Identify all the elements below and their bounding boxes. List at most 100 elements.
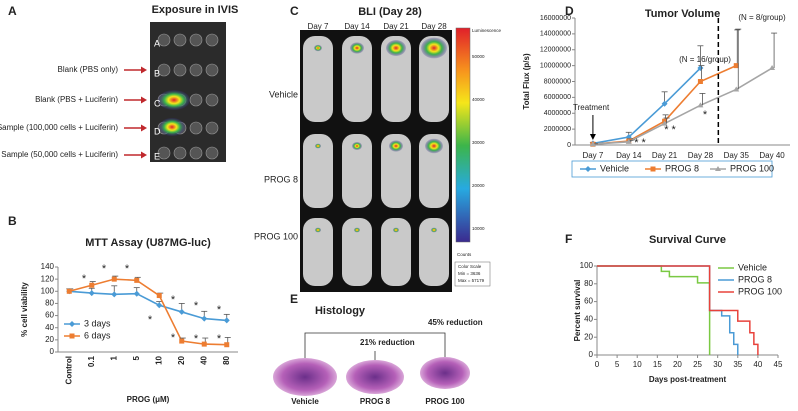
x-tick-label: 5 — [132, 355, 141, 360]
series-line — [69, 278, 227, 346]
marker — [89, 282, 95, 288]
plate-row: C — [154, 98, 161, 108]
x-tick-label: 10 — [154, 355, 163, 364]
chart-title: Survival Curve — [649, 234, 726, 246]
colorbar-tick: 40000 — [472, 97, 485, 102]
mouse — [419, 134, 449, 208]
y-tick-label: 40 — [45, 323, 54, 332]
mouse — [303, 218, 333, 286]
marker — [156, 302, 163, 309]
marker — [111, 276, 117, 282]
annotation: * — [82, 273, 87, 285]
annotation: 45% reduction — [428, 318, 483, 327]
marker — [224, 342, 230, 348]
x-tick-label: 0 — [595, 360, 600, 369]
legend-label: PROG 100 — [738, 286, 782, 296]
y-tick-label: 60 — [45, 311, 54, 320]
x-tick-label: 25 — [693, 360, 702, 369]
x-axis-label: Days post-treatment — [649, 375, 727, 384]
x-tick-label: 20 — [177, 355, 186, 364]
annotation: * — [703, 109, 708, 121]
marker — [585, 166, 591, 172]
y-tick-label: 2000000 — [544, 126, 571, 133]
marker — [589, 141, 596, 147]
row-label: Vehicle — [269, 89, 298, 99]
x-tick-label: 45 — [774, 360, 783, 369]
row-label: PROG 100 — [254, 231, 298, 241]
signal — [315, 227, 321, 233]
arrow-head — [141, 151, 147, 159]
marker — [156, 293, 162, 299]
marker — [66, 288, 72, 294]
panel-label: D — [565, 4, 574, 18]
y-tick-label: 8000000 — [544, 78, 571, 85]
scale-note: Min = 3636 — [458, 271, 481, 276]
annotation: * — [194, 300, 199, 312]
y-tick-label: 0 — [589, 350, 594, 359]
x-tick-label: Day 7 — [582, 151, 603, 160]
x-axis-label: PROG (μM) — [127, 395, 170, 404]
scale-note: Color Scale — [458, 264, 482, 269]
marker — [223, 317, 230, 324]
y-tick-label: 12000000 — [540, 47, 571, 54]
annotation: (N = 8/group) — [738, 13, 786, 22]
sample-label: Vehicle — [291, 397, 319, 406]
marker — [661, 100, 668, 107]
mouse — [381, 134, 411, 208]
signal — [386, 40, 406, 56]
marker — [69, 333, 75, 339]
x-tick-label: Control — [64, 356, 73, 384]
panel-label: C — [290, 4, 299, 18]
y-tick-label: 10000000 — [540, 62, 571, 69]
panel-label: F — [565, 232, 572, 246]
colorbar-tick: 30000 — [472, 140, 485, 145]
y-tick-label: 120 — [41, 274, 55, 283]
legend-label: PROG 8 — [665, 163, 699, 173]
marker — [769, 65, 776, 71]
plate-row: A — [154, 38, 160, 48]
survival-curve — [597, 265, 711, 355]
panel-label: E — [290, 292, 298, 306]
y-tick-label: 140 — [41, 262, 55, 271]
legend-label: Vehicle — [738, 262, 767, 272]
signal — [425, 138, 443, 154]
x-tick-label: Day 21 — [652, 151, 678, 160]
annotation: * — [171, 332, 176, 344]
survival-curve — [597, 265, 759, 355]
signal — [352, 142, 362, 150]
arrow-head — [141, 124, 147, 132]
marker — [69, 321, 75, 327]
marker — [733, 63, 739, 69]
row-label: Sample (50,000 cells + Luciferin) — [1, 150, 118, 159]
mouse — [342, 134, 372, 208]
row-label: PROG 8 — [264, 174, 298, 184]
panel-title: Exposure in IVIS — [152, 4, 239, 16]
marker — [111, 291, 118, 298]
brain-section — [273, 358, 337, 396]
colorbar-tick: 10000 — [472, 226, 485, 231]
marker — [133, 290, 140, 297]
x-tick-label: Day 14 — [616, 151, 642, 160]
column-label: Day 28 — [421, 22, 447, 31]
marker — [697, 65, 704, 72]
x-tick-label: Day 40 — [759, 151, 785, 160]
brain-section — [420, 357, 470, 389]
chart-title: Tumor Volume — [645, 8, 720, 20]
signal — [393, 227, 399, 233]
y-tick-label: 0 — [567, 142, 571, 149]
signal — [159, 118, 185, 136]
marker — [134, 277, 140, 283]
series-line — [69, 290, 227, 322]
mouse — [303, 134, 333, 208]
signal — [431, 227, 437, 233]
colorbar-tick: 20000 — [472, 183, 485, 188]
x-tick-label: Day 35 — [724, 151, 750, 160]
x-tick-label: 80 — [222, 355, 231, 364]
annotation: * — [171, 294, 176, 306]
y-tick-label: 100 — [580, 261, 594, 270]
legend-label: 3 days — [84, 318, 111, 328]
mouse — [342, 218, 372, 286]
annotation: * — [102, 263, 107, 275]
